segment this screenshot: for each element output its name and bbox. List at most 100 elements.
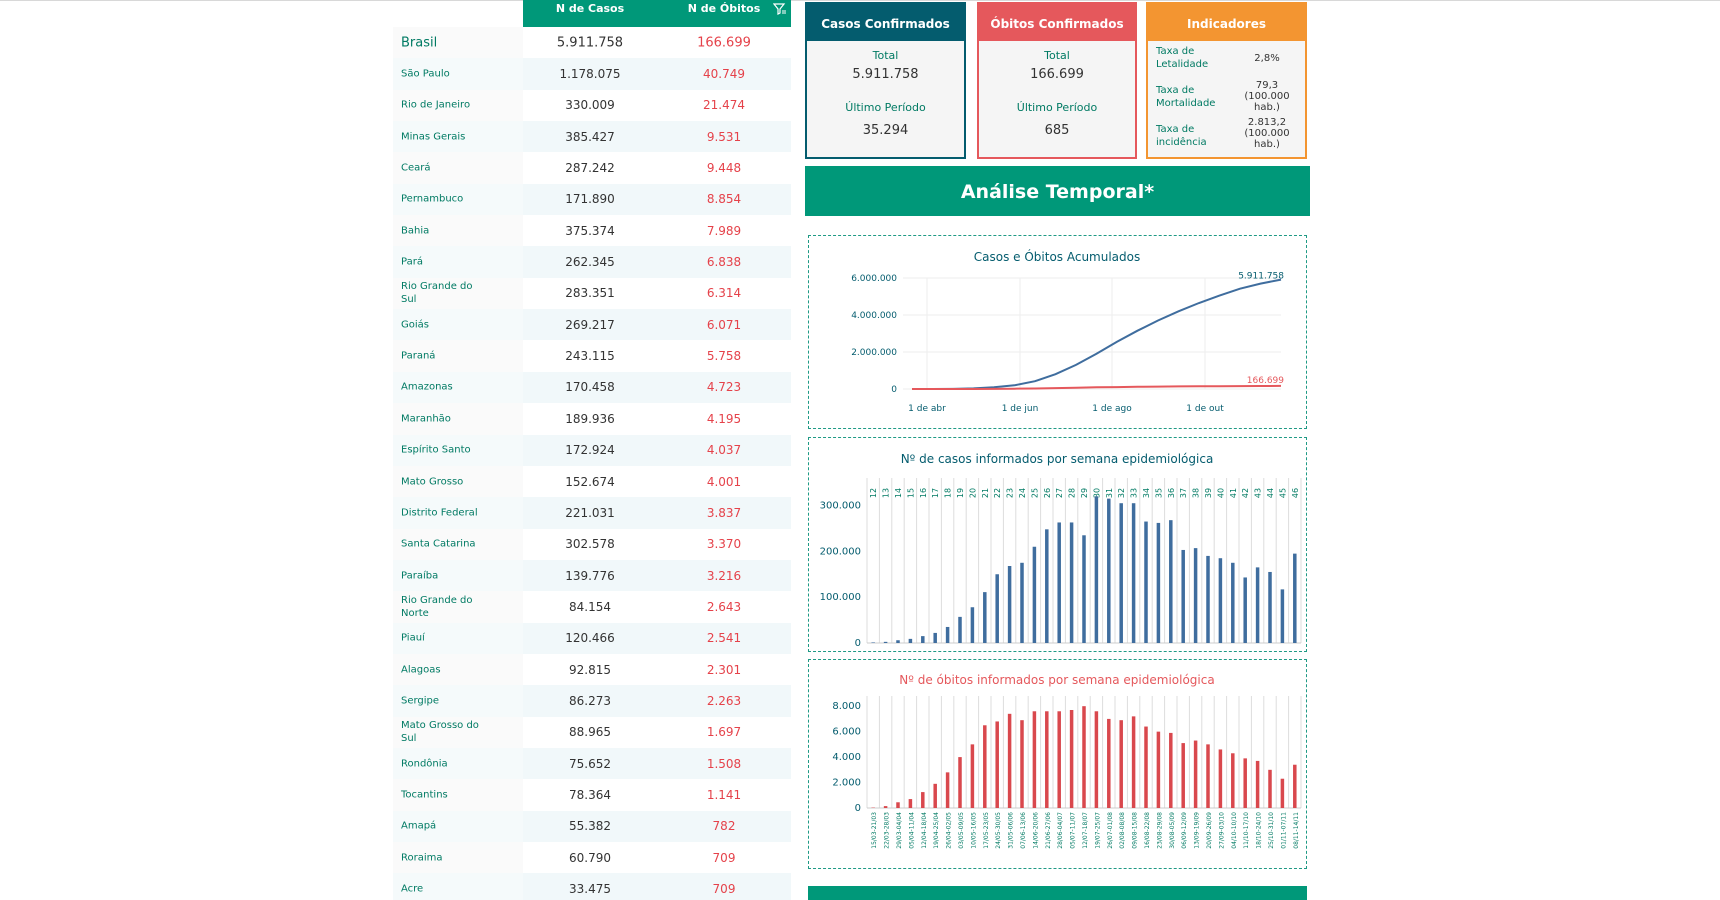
table-row[interactable]: Rio Grande do Norte 84.154 2.643 [393, 591, 791, 623]
category-label: 16/08-22/08 [1144, 812, 1151, 849]
cases-value: 302.578 [565, 537, 615, 552]
cell-bg [523, 748, 657, 780]
table-row[interactable]: Goiás 269.217 6.071 [393, 309, 791, 341]
category-label: 20/09-26/09 [1206, 812, 1213, 849]
bar [1007, 566, 1012, 643]
cell-bg [393, 497, 523, 529]
category-label: 45 [1278, 488, 1287, 498]
table-row[interactable]: Alagoas 92.815 2.301 [393, 653, 791, 686]
table-row[interactable]: Brasil 5.911.758 166.699 [393, 27, 791, 59]
category-label: 35 [1154, 488, 1163, 498]
indicator-letalidade: Taxa de Letalidade 2,8% [1148, 41, 1305, 80]
table-row[interactable]: Paraná 243.115 5.758 [393, 340, 791, 372]
table-row[interactable]: Mato Grosso do Sul 88.965 1.697 [393, 716, 791, 749]
category-label: 19/07-25/07 [1094, 812, 1101, 849]
category-label: 21 [981, 488, 990, 498]
bar [1181, 549, 1185, 643]
bar [921, 792, 925, 808]
bar [1255, 760, 1260, 808]
deaths-value: 709 [712, 850, 736, 865]
bar [896, 802, 900, 808]
table-row[interactable]: São Paulo 1.178.075 40.749 [393, 58, 791, 90]
table-row[interactable]: Paraíba 139.776 3.216 [393, 559, 791, 592]
category-label: 12/07-18/07 [1082, 812, 1089, 849]
table-row[interactable]: Pernambuco 171.890 8.854 [393, 183, 791, 216]
table-row[interactable]: Ceará 287.242 9.448 [393, 152, 791, 184]
category-label: 13 [882, 488, 891, 498]
table-row[interactable]: Bahia 375.374 7.989 [393, 215, 791, 247]
state-name: Maranhão [401, 413, 451, 425]
table-row[interactable]: Mato Grosso 152.674 4.001 [393, 465, 791, 498]
category-label: 16 [919, 488, 928, 498]
y-tick-label: 300.000 [820, 501, 861, 512]
bar [933, 632, 937, 643]
y-tick-label: 2.000.000 [851, 348, 897, 358]
table-row[interactable]: Santa Catarina 302.578 3.370 [393, 528, 791, 560]
table-row[interactable]: Amapá 55.382 782 [393, 810, 791, 843]
table-row[interactable]: Acre 33.475 709 [393, 873, 791, 900]
cell-bg [393, 58, 523, 90]
chart-title: Casos e Óbitos Acumulados [974, 249, 1141, 264]
filter-icon[interactable] [773, 2, 787, 16]
bar [970, 607, 975, 643]
category-label: 05/07-11/07 [1070, 812, 1077, 849]
table-row[interactable]: Minas Gerais 385.427 9.531 [393, 121, 791, 153]
cases-value: 243.115 [565, 349, 615, 364]
table-row[interactable]: Tocantins 78.364 1.141 [393, 779, 791, 811]
category-label: 14/06-20/06 [1032, 812, 1039, 849]
deaths-value: 709 [712, 882, 736, 897]
table-row[interactable]: Rio Grande do Sul 283.351 6.314 [393, 277, 791, 310]
state-name: Alagoas [401, 664, 441, 676]
cell-bg [393, 89, 523, 122]
bar [933, 783, 937, 808]
table-row[interactable]: Sergipe 86.273 2.263 [393, 685, 791, 717]
state-table: N de Casos N de Óbitos Brasil 5.911.758 16… [393, 0, 791, 900]
header-cases[interactable]: N de Casos [555, 2, 625, 15]
bar [1181, 743, 1185, 808]
deaths-title: Óbitos Confirmados [979, 4, 1135, 41]
cell-bg [657, 121, 791, 153]
table-row[interactable]: Piauí 120.466 2.541 [393, 622, 791, 654]
state-name: Espírito Santo [401, 444, 471, 456]
weekly-deaths-chart[interactable]: Nº de óbitos informados por semana epide… [809, 660, 1306, 868]
deaths-value: 2.643 [706, 599, 742, 614]
bar [945, 626, 950, 643]
bar [1156, 731, 1161, 808]
cases-value: 33.475 [569, 882, 611, 897]
deaths-value: 6.314 [706, 286, 742, 301]
table-row[interactable]: Rio de Janeiro 330.009 21.474 [393, 89, 791, 122]
bar [1218, 558, 1223, 643]
confirmed-total-label: Total [872, 49, 899, 62]
table-row[interactable]: Espírito Santo 172.924 4.037 [393, 434, 791, 466]
category-label: 33 [1130, 488, 1139, 498]
y-tick-label: 6.000.000 [851, 274, 897, 284]
x-tick-label: 1 de ago [1092, 404, 1132, 414]
indicator-label: Taxa de Mortalidade [1156, 85, 1216, 109]
state-name: Rio de Janeiro [401, 99, 471, 111]
cell-bg [523, 434, 657, 466]
cases-value: 60.790 [569, 850, 611, 865]
bar [1119, 720, 1123, 808]
weekly-cases-chart[interactable]: Nº de casos informados por semana epidem… [809, 438, 1306, 651]
cell-bg [657, 371, 791, 404]
header-deaths[interactable]: N de Óbitos [687, 2, 761, 15]
cell-bg [657, 58, 791, 90]
table-row[interactable]: Pará 262.345 6.838 [393, 246, 791, 278]
cell-bg [393, 685, 523, 717]
table-row[interactable]: Distrito Federal 221.031 3.837 [393, 497, 791, 529]
bar [995, 721, 999, 808]
category-label: 43 [1254, 488, 1263, 498]
accumulated-chart[interactable]: Casos e Óbitos Acumulados 0 2.000.000 4.000… [809, 236, 1306, 428]
category-label: 22/03-28/03 [884, 812, 891, 849]
bar [883, 806, 888, 808]
table-row[interactable]: Roraima 60.790 709 [393, 842, 791, 874]
category-label: 46 [1291, 488, 1300, 498]
table-row[interactable]: Maranhão 189.936 4.195 [393, 403, 791, 435]
deaths-value: 2.541 [706, 631, 742, 646]
category-label: 12/04-18/04 [921, 812, 928, 849]
confirmed-cases-card: Casos Confirmados Total 5.911.758 Último… [805, 2, 966, 159]
table-row[interactable]: Amazonas 170.458 4.723 [393, 371, 791, 404]
cases-value: 171.890 [565, 192, 615, 207]
table-row[interactable]: Rondônia 75.652 1.508 [393, 748, 791, 780]
bar [883, 641, 888, 643]
